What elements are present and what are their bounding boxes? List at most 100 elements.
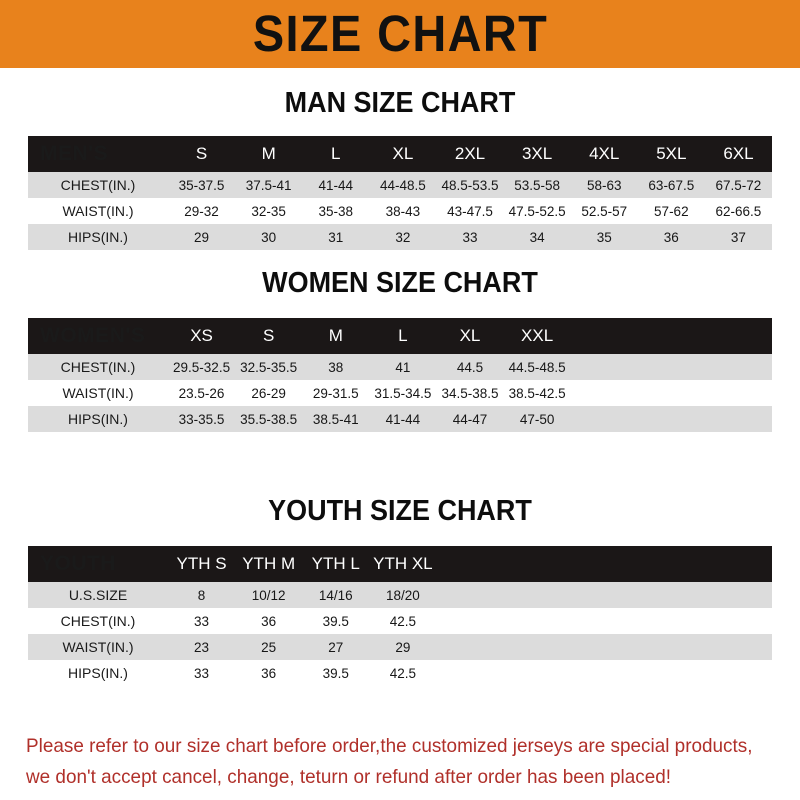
youth-empty-cell (704, 608, 772, 634)
table-row: WAIST(IN.) 23 25 27 29 (28, 634, 772, 660)
men-measurement-cell: 30 (235, 224, 303, 250)
men-size-header-cell: 3XL (503, 136, 571, 172)
men-size-header-cell: S (168, 136, 236, 172)
women-measurement-cell: 38.5-42.5 (503, 380, 571, 406)
women-measurement-cell: 44.5 (436, 354, 504, 380)
women-measurement-cell: 38 (302, 354, 370, 380)
women-size-header-empty-cell (570, 318, 638, 354)
youth-measurement-cell: 14/16 (302, 582, 370, 608)
women-measurement-cell: 23.5-26 (168, 380, 236, 406)
men-size-table: MEN'S S M L XL 2XL 3XL 4XL 5XL 6XL CHEST(IN.) 35-37… (28, 136, 772, 250)
men-measurement-cell: 32-35 (235, 198, 303, 224)
youth-row-label: U.S.SIZE (28, 582, 168, 608)
table-row: CHEST(IN.) 29.5-32.5 32.5-35.5 38 41 44.5 44.5… (28, 354, 772, 380)
youth-size-header-empty-cell (570, 546, 638, 582)
men-measurement-cell: 38-43 (369, 198, 437, 224)
men-measurement-cell: 53.5-58 (503, 172, 571, 198)
table-row: U.S.SIZE 8 10/12 14/16 18/20 (28, 582, 772, 608)
men-measurement-cell: 52.5-57 (570, 198, 638, 224)
youth-table-header-row: YOUTH YTH S YTH M YTH L YTH XL (28, 546, 772, 582)
youth-row-label: WAIST(IN.) (28, 634, 168, 660)
youth-size-header-cell: YTH L (302, 546, 370, 582)
youth-measurement-cell: 8 (168, 582, 236, 608)
youth-row-label: HIPS(IN.) (28, 660, 168, 686)
table-row: CHEST(IN.) 33 36 39.5 42.5 (28, 608, 772, 634)
women-table-header-label: WOMEN'S (28, 318, 168, 354)
women-empty-cell (637, 406, 705, 432)
youth-empty-cell (503, 582, 571, 608)
youth-measurement-cell: 36 (235, 608, 303, 634)
men-size-header-cell: 4XL (570, 136, 638, 172)
youth-measurement-cell: 39.5 (302, 660, 370, 686)
men-measurement-cell: 48.5-53.5 (436, 172, 504, 198)
women-measurement-cell: 44.5-48.5 (503, 354, 571, 380)
youth-measurement-cell: 18/20 (369, 582, 437, 608)
youth-measurement-cell: 10/12 (235, 582, 303, 608)
men-measurement-cell: 47.5-52.5 (503, 198, 571, 224)
women-size-header-cell: XXL (503, 318, 571, 354)
men-measurement-cell: 62-66.5 (704, 198, 772, 224)
men-row-label: CHEST(IN.) (28, 172, 168, 198)
men-measurement-cell: 58-63 (570, 172, 638, 198)
women-measurement-cell: 29.5-32.5 (168, 354, 236, 380)
youth-measurement-cell: 36 (235, 660, 303, 686)
women-measurement-cell: 35.5-38.5 (235, 406, 303, 432)
footer-note-line-1: Please refer to our size chart before or… (26, 735, 753, 757)
men-measurement-cell: 31 (302, 224, 370, 250)
men-measurement-cell: 35 (570, 224, 638, 250)
footer-note: Please refer to our size chart before or… (26, 731, 755, 793)
page-banner: SIZE CHART (0, 0, 800, 68)
women-measurement-cell: 32.5-35.5 (235, 354, 303, 380)
women-section-title: WOMEN SIZE CHART (262, 267, 538, 299)
men-measurement-cell: 37.5-41 (235, 172, 303, 198)
men-table-header-row: MEN'S S M L XL 2XL 3XL 4XL 5XL 6XL (28, 136, 772, 172)
youth-empty-cell (637, 634, 705, 660)
youth-empty-cell (637, 660, 705, 686)
youth-measurement-cell: 27 (302, 634, 370, 660)
women-size-table: WOMEN'S XS S M L XL XXL CHEST(IN.) 29.5-32.5 32.5… (28, 318, 772, 432)
women-row-label: WAIST(IN.) (28, 380, 168, 406)
youth-size-header-empty-cell (436, 546, 504, 582)
men-row-label: WAIST(IN.) (28, 198, 168, 224)
youth-empty-cell (436, 660, 504, 686)
youth-size-header-empty-cell (503, 546, 571, 582)
men-size-header-cell: 2XL (436, 136, 504, 172)
youth-empty-cell (704, 634, 772, 660)
youth-measurement-cell: 42.5 (369, 660, 437, 686)
youth-empty-cell (637, 582, 705, 608)
women-empty-cell (704, 406, 772, 432)
women-size-header-cell: L (369, 318, 437, 354)
women-row-label: CHEST(IN.) (28, 354, 168, 380)
men-size-header-cell: XL (369, 136, 437, 172)
men-measurement-cell: 35-37.5 (168, 172, 236, 198)
women-measurement-cell: 44-47 (436, 406, 504, 432)
youth-empty-cell (436, 608, 504, 634)
youth-empty-cell (503, 660, 571, 686)
youth-measurement-cell: 29 (369, 634, 437, 660)
men-measurement-cell: 57-62 (637, 198, 705, 224)
women-measurement-cell: 47-50 (503, 406, 571, 432)
women-size-header-empty-cell (637, 318, 705, 354)
youth-empty-cell (503, 634, 571, 660)
men-table-header-label: MEN'S (28, 136, 168, 172)
table-row: CHEST(IN.) 35-37.5 37.5-41 41-44 44-48.5 48.5… (28, 172, 772, 198)
youth-empty-cell (570, 660, 638, 686)
women-empty-cell (570, 354, 638, 380)
table-row: HIPS(IN.) 29 30 31 32 33 34 35 36 37 (28, 224, 772, 250)
women-measurement-cell: 33-35.5 (168, 406, 236, 432)
women-empty-cell (704, 380, 772, 406)
women-measurement-cell: 31.5-34.5 (369, 380, 437, 406)
youth-size-header-cell: YTH S (168, 546, 236, 582)
table-row: HIPS(IN.) 33-35.5 35.5-38.5 38.5-41 41-44 44-… (28, 406, 772, 432)
youth-empty-cell (637, 608, 705, 634)
men-measurement-cell: 34 (503, 224, 571, 250)
women-empty-cell (570, 406, 638, 432)
youth-empty-cell (570, 634, 638, 660)
men-size-header-cell: 6XL (704, 136, 772, 172)
youth-measurement-cell: 25 (235, 634, 303, 660)
women-measurement-cell: 38.5-41 (302, 406, 370, 432)
men-measurement-cell: 44-48.5 (369, 172, 437, 198)
women-size-header-cell: S (235, 318, 303, 354)
men-measurement-cell: 33 (436, 224, 504, 250)
women-measurement-cell: 41 (369, 354, 437, 380)
